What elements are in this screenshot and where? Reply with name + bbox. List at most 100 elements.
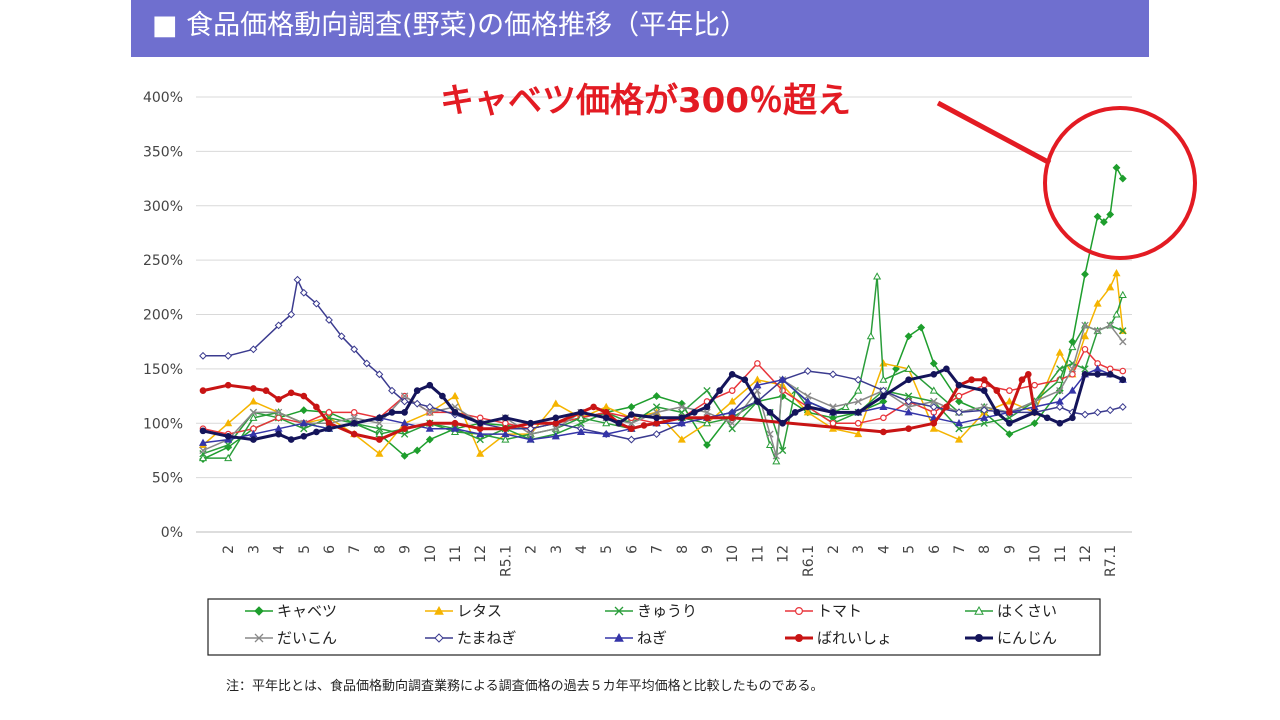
legend-marker: [434, 605, 444, 615]
data-point: [1106, 370, 1114, 378]
data-point: [413, 387, 421, 394]
data-point: [943, 365, 950, 373]
data-point: [1093, 299, 1102, 307]
data-point: [804, 392, 812, 400]
x-tick-label: 4: [574, 545, 590, 554]
x-tick-label: 8: [977, 545, 993, 554]
y-tick-label: 300%: [143, 199, 183, 215]
data-point: [476, 425, 484, 433]
data-point: [249, 397, 258, 405]
legend-item: トマト: [785, 602, 862, 620]
data-point: [224, 351, 233, 360]
data-point: [980, 387, 988, 394]
data-point: [904, 408, 913, 416]
y-tick-label: 0%: [161, 525, 183, 541]
data-point: [426, 381, 434, 389]
data-point: [615, 419, 623, 427]
legend-label: ばれいしょ: [817, 629, 892, 647]
data-point: [590, 403, 597, 411]
x-tick-label: 2: [826, 545, 842, 554]
data-point: [929, 359, 938, 368]
data-point: [400, 397, 409, 406]
legend-item: たまねぎ: [425, 629, 517, 647]
data-point: [300, 425, 308, 433]
footnote: 注：平年比とは、食品価格動向調査業務による調査価格の過去５カ年平均価格と比較した…: [226, 679, 824, 694]
legend-label: にんじん: [997, 629, 1057, 647]
data-point: [527, 419, 534, 427]
data-point: [652, 430, 661, 439]
data-point: [904, 332, 913, 341]
data-point: [501, 429, 510, 438]
data-point: [880, 428, 887, 436]
legend-label: ねぎ: [637, 629, 667, 647]
x-tick-label: 8: [372, 545, 388, 554]
data-point: [892, 364, 900, 373]
annotation-highlight-circle: [1043, 106, 1197, 260]
data-point: [400, 392, 409, 400]
y-tick-label: 150%: [143, 362, 183, 378]
data-point: [980, 406, 989, 415]
data-point: [199, 446, 207, 455]
data-point: [337, 332, 346, 341]
data-point: [677, 435, 686, 443]
y-tick-label: 200%: [143, 308, 183, 324]
data-point: [627, 419, 636, 427]
x-tick-label: 3: [851, 545, 867, 554]
data-point: [904, 397, 913, 406]
data-point: [552, 419, 560, 427]
x-tick-label: 9: [1002, 545, 1018, 554]
legend-marker: [974, 633, 983, 642]
data-point: [198, 453, 208, 462]
series-line: [202, 324, 1124, 455]
legend-item: にんじん: [965, 629, 1057, 647]
annotation-pointer-line: [936, 100, 1052, 166]
x-tick-label: 2: [524, 545, 540, 554]
legend-label: キャベツ: [277, 602, 337, 620]
data-point: [803, 367, 812, 375]
data-point: [804, 403, 812, 411]
data-point: [287, 310, 296, 319]
data-point: [879, 402, 888, 410]
data-point: [929, 424, 938, 432]
data-point: [1081, 365, 1089, 373]
data-point: [880, 392, 887, 400]
legend-marker: [974, 605, 984, 615]
data-point: [728, 370, 736, 378]
data-point: [426, 408, 434, 417]
data-point: [653, 414, 660, 422]
data-point: [854, 409, 862, 416]
y-tick-label: 250%: [143, 253, 183, 269]
data-point: [854, 397, 862, 406]
data-point: [502, 425, 509, 433]
data-point: [576, 413, 586, 421]
data-point: [224, 381, 232, 389]
data-point: [1106, 321, 1114, 330]
data-point: [1055, 348, 1064, 356]
x-tick-label: 11: [1053, 545, 1069, 563]
data-point: [1056, 365, 1064, 373]
data-point: [955, 392, 963, 400]
data-point: [954, 419, 964, 427]
data-point: [602, 409, 610, 416]
legend-marker: [254, 606, 264, 616]
data-point: [1106, 210, 1115, 219]
x-tick-label: 4: [272, 545, 288, 554]
data-point: [362, 359, 371, 368]
data-point: [765, 440, 775, 449]
data-point: [1081, 270, 1089, 279]
data-point: [854, 375, 863, 384]
data-point: [955, 425, 963, 433]
data-point: [552, 425, 560, 433]
data-point: [450, 391, 460, 400]
x-tick-label: 12: [776, 545, 792, 563]
data-point: [1043, 414, 1051, 422]
y-tick-label: 50%: [152, 471, 183, 487]
legend-marker: [254, 633, 264, 643]
data-point: [968, 376, 975, 384]
x-tick-label: 7: [347, 545, 363, 554]
x-tick-label: 2: [221, 545, 237, 554]
data-point: [678, 408, 686, 417]
data-point: [224, 441, 232, 449]
data-point: [376, 414, 383, 422]
